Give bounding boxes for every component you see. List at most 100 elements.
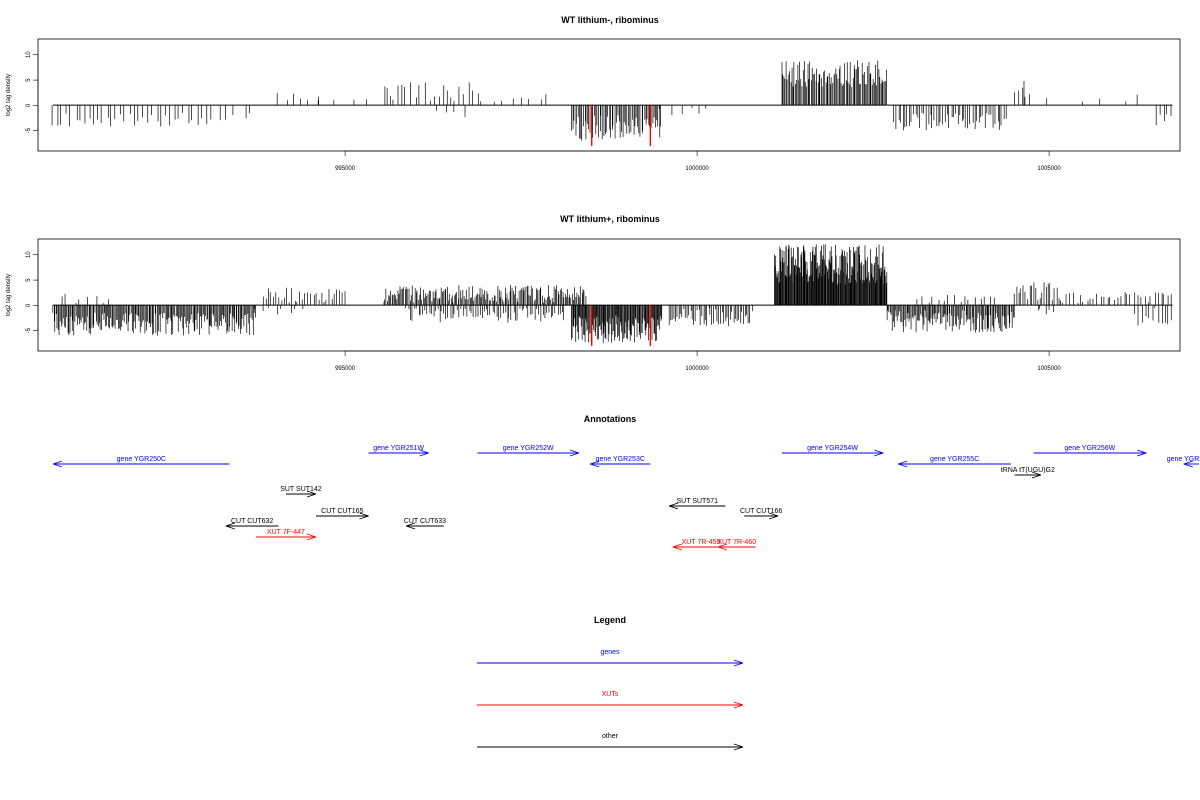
- panel-1-ytick: 5: [26, 78, 38, 82]
- feature-arrow: [368, 449, 429, 457]
- legend-entry: other: [477, 733, 744, 751]
- feature: XUT 7R-460: [717, 539, 756, 551]
- feature: CUT CUT633: [404, 518, 446, 530]
- feature-arrow: [1033, 449, 1147, 457]
- panel-1-xtick-label: 1000000: [685, 166, 709, 172]
- panel-2-ylabel: log2 tag density: [6, 274, 12, 316]
- panel-1-ytick-label: 0: [26, 103, 32, 107]
- panel-2-xtick: 995000: [335, 351, 356, 372]
- legend-label: XUTs: [602, 691, 619, 698]
- panel-1-density-bars: [51, 60, 1173, 146]
- feature-label: gene YGR250C: [117, 456, 166, 463]
- annotation-features: gene YGR250C gene YGR251W gene YGR252W gene…: [52, 445, 1200, 551]
- panel-2-ytick: 10: [26, 251, 38, 258]
- feature: SUT SUT571: [668, 498, 726, 510]
- legend-label: other: [602, 733, 619, 740]
- panel-1-xtick: 1000000: [685, 151, 709, 172]
- feature-arrow: [898, 460, 1011, 468]
- feature-label: SUT SUT571: [677, 498, 719, 505]
- panel-1-xtick: 1005000: [1037, 151, 1061, 172]
- panel-1-xaxis: 995000 1000000 1005000: [335, 150, 1061, 172]
- feature: SUT SUT142: [280, 486, 322, 498]
- panel-1-ytick-label: 5: [26, 78, 32, 82]
- feature-label: gene YGR251W: [373, 445, 424, 452]
- feature-arrow: [285, 490, 317, 498]
- feature-label: CUT CUT166: [740, 508, 782, 515]
- panel-2-ytick: 5: [26, 278, 38, 282]
- panel-1-xtick-label: 1005000: [1037, 166, 1061, 172]
- panel-2-ytick-label: 10: [26, 251, 32, 258]
- feature-arrow: [717, 543, 756, 551]
- feature-label: XUT 7R-459: [682, 539, 721, 546]
- panel-2-yaxis: -5 0 5 10: [26, 251, 39, 333]
- feature-label: CUT CUT632: [231, 518, 273, 525]
- panel-2-ytick: 0: [26, 303, 38, 307]
- panel-1-frame: [37, 38, 1181, 152]
- legend-arrow: [477, 701, 744, 709]
- panel-2-xaxis: 995000 1000000 1005000: [335, 350, 1061, 372]
- feature-arrow: [668, 502, 726, 510]
- feature: gene YGR256W: [1033, 445, 1147, 457]
- feature-arrow: [781, 449, 884, 457]
- feature: gene YGR255C: [898, 456, 1011, 468]
- feature-label: CUT CUT165: [321, 508, 363, 515]
- feature-label: tRNA tT(UGU)G2: [1001, 467, 1055, 474]
- panel-1-ylabel: log2 tag density: [6, 74, 12, 116]
- panel-1-title: WT lithium-, ribominus: [561, 15, 659, 25]
- panel-2-ytick-label: 5: [26, 278, 32, 282]
- feature: XUT 7F-447: [255, 529, 317, 541]
- panel-2-xtick: 1005000: [1037, 351, 1061, 372]
- feature-label: SUT SUT142: [280, 486, 322, 493]
- panel-1-ytick: 0: [26, 103, 38, 107]
- feature: CUT CUT165: [315, 508, 369, 520]
- feature-label: gene YGR253C: [596, 456, 645, 463]
- feature-arrow: [255, 533, 317, 541]
- feature-arrow: [225, 522, 279, 530]
- legend-label: genes: [600, 649, 620, 656]
- legend-entry: genes: [477, 649, 744, 667]
- panel-1-xtick: 995000: [335, 151, 356, 172]
- legend-panel: Legend genes XUTs other: [477, 615, 744, 751]
- feature-arrow: [744, 512, 779, 520]
- annotations-title: Annotations: [584, 414, 637, 424]
- feature-arrow: [406, 522, 444, 530]
- panel-2-ytick: -5: [26, 327, 38, 333]
- feature-label: gene YGR254W: [807, 445, 858, 452]
- legend-entry: XUTs: [477, 691, 744, 709]
- panel-1-ytick-label: -5: [26, 127, 32, 133]
- feature: CUT CUT632: [225, 518, 279, 530]
- panel-1-ytick: -5: [26, 127, 38, 133]
- legend-arrow: [477, 659, 744, 667]
- feature: CUT CUT166: [740, 508, 782, 520]
- feature-label: gene YGR252W: [503, 445, 554, 452]
- feature-arrow: [477, 449, 580, 457]
- feature-label: CUT CUT633: [404, 518, 446, 525]
- panel-2-ytick-label: 0: [26, 303, 32, 307]
- feature-arrow: [315, 512, 369, 520]
- feature: gene YGR254W: [781, 445, 884, 457]
- panel-1-yaxis: -5 0 5 10: [26, 51, 39, 133]
- feature: gene YGR253C: [590, 456, 651, 468]
- feature-arrow: [590, 460, 651, 468]
- legend-title: Legend: [594, 615, 626, 625]
- feature: gene YGR251W: [368, 445, 429, 457]
- panel-lithium-plus: WT lithium+, ribominus log2 tag density …: [6, 214, 1181, 372]
- feature: gene YGR250C: [52, 456, 230, 468]
- panel-2-xtick-label: 1000000: [685, 366, 709, 372]
- feature-label: gene YGR257C: [1167, 456, 1200, 463]
- feature: tRNA tT(UGU)G2: [1001, 467, 1055, 479]
- panel-2-xtick-label: 995000: [335, 366, 356, 372]
- feature: gene YGR257C: [1167, 456, 1200, 468]
- legend-arrow: [477, 743, 744, 751]
- panel-2-ytick-label: -5: [26, 327, 32, 333]
- feature-arrow: [1183, 460, 1199, 468]
- panel-lithium-minus: WT lithium-, ribominus log2 tag density …: [6, 15, 1181, 172]
- feature-arrow: [1014, 471, 1042, 479]
- legend-entries: genes XUTs other: [477, 649, 744, 751]
- feature-label: XUT 7F-447: [267, 529, 305, 536]
- feature-label: XUT 7R-460: [717, 539, 756, 546]
- panel-2-title: WT lithium+, ribominus: [560, 214, 660, 224]
- feature: gene YGR252W: [477, 445, 580, 457]
